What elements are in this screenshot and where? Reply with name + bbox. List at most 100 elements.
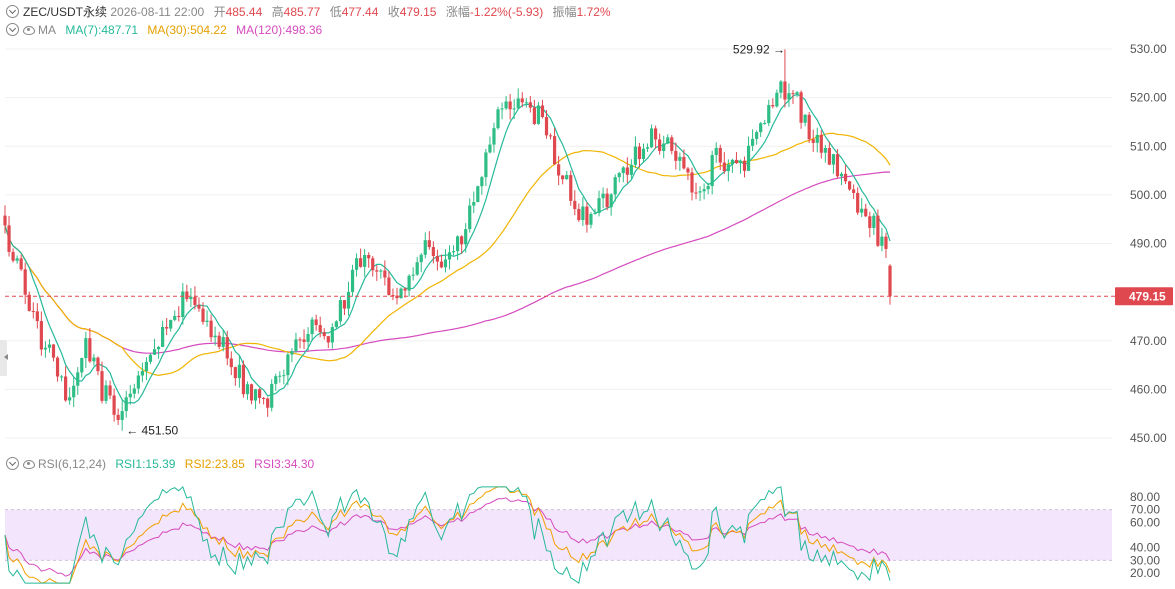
candle-body xyxy=(233,367,237,379)
rsi-tick-label: 80.00 xyxy=(1130,490,1160,504)
price-tick-label: 500.00 xyxy=(1130,188,1167,202)
candle-body xyxy=(286,354,290,376)
candle-body xyxy=(577,209,581,221)
candle-body xyxy=(751,138,755,146)
candle-body xyxy=(694,192,698,194)
panel-collapse-handle[interactable] xyxy=(0,340,8,376)
candle-body xyxy=(294,339,298,352)
candle-body xyxy=(856,192,860,213)
candle-body xyxy=(19,258,23,270)
candle-body xyxy=(609,194,613,208)
ticker-header: ZEC/USDT永续 2026-08-11 22:00 开485.44 高485… xyxy=(6,4,611,20)
candle-body xyxy=(460,236,464,245)
candle-body xyxy=(726,164,730,172)
candle-body xyxy=(59,376,64,378)
candle-body xyxy=(209,320,213,338)
candle-body xyxy=(484,152,488,178)
candle-body xyxy=(649,128,654,148)
candle-body xyxy=(807,114,811,140)
candle-body xyxy=(148,354,153,362)
candle-body xyxy=(702,189,706,192)
candle-body xyxy=(791,93,795,95)
candle-body xyxy=(488,144,492,153)
candle-body xyxy=(852,189,856,193)
candle-body xyxy=(338,300,343,322)
symbol-label: ZEC/USDT永续 xyxy=(23,5,108,19)
candle-body xyxy=(524,102,528,104)
datetime-label: 2026-08-11 22:00 xyxy=(110,5,205,19)
candle-body xyxy=(245,384,250,395)
price-tick-label: 470.00 xyxy=(1130,334,1167,348)
candle-body xyxy=(605,193,609,208)
candle-body xyxy=(476,186,480,203)
last-price-tag xyxy=(1115,287,1173,306)
candle-body xyxy=(407,275,411,291)
candle-body xyxy=(47,344,52,348)
price-grid xyxy=(5,48,1112,439)
candle-body xyxy=(423,240,427,255)
candle-body xyxy=(31,311,35,313)
candle-body xyxy=(690,172,694,193)
candle-body xyxy=(625,167,629,175)
candle-body xyxy=(468,205,472,230)
candle-body xyxy=(100,371,104,401)
price-tick-label: 520.00 xyxy=(1130,91,1167,105)
rsi-tick-label: 70.00 xyxy=(1130,503,1160,517)
candle-body xyxy=(363,254,367,267)
candle-body xyxy=(136,375,140,389)
candle-body xyxy=(456,236,460,252)
candle-body xyxy=(662,143,666,152)
ma-title: MA xyxy=(38,23,56,37)
candle-body xyxy=(706,186,710,190)
candle-body xyxy=(128,393,132,398)
candle-body xyxy=(419,254,423,263)
low-annotation: ← 451.50 xyxy=(126,424,178,438)
ma-visibility-icon[interactable] xyxy=(23,26,35,35)
candle-body xyxy=(447,252,452,260)
candle-body xyxy=(383,270,387,278)
candle-body xyxy=(451,251,456,253)
candle-body xyxy=(266,398,270,408)
candle-body xyxy=(298,339,302,341)
candle-body xyxy=(144,361,149,372)
candle-body xyxy=(274,376,278,384)
candle-body xyxy=(682,156,686,169)
candle-body xyxy=(435,256,439,262)
candle-body xyxy=(120,411,124,420)
candle-body xyxy=(872,215,876,228)
candle-body xyxy=(371,258,375,271)
candle-body xyxy=(621,167,625,174)
candle-body xyxy=(868,216,872,228)
candle-body xyxy=(593,213,597,215)
rsi-collapse-chevron-icon[interactable] xyxy=(6,457,19,470)
candle-body xyxy=(173,315,177,320)
candle-body xyxy=(169,319,173,329)
candle-body xyxy=(783,81,787,100)
candle-body xyxy=(835,154,840,177)
candle-body xyxy=(811,139,815,143)
candle-body xyxy=(161,327,165,347)
candle-body xyxy=(165,327,169,329)
rsi-visibility-icon[interactable] xyxy=(23,460,35,469)
candle-body xyxy=(544,117,549,136)
low-value: 477.44 xyxy=(341,5,379,19)
candle-body xyxy=(548,135,553,137)
candle-body xyxy=(249,384,254,401)
open-label: 开 xyxy=(213,5,226,19)
rsi2-legend: RSI2:23.85 xyxy=(184,457,245,471)
candle-body xyxy=(742,160,747,171)
candle-body xyxy=(72,385,76,398)
ma7-line xyxy=(4,93,891,405)
ma7-legend: MA(7):487.71 xyxy=(65,23,139,37)
price-tick-label: 490.00 xyxy=(1130,237,1167,251)
open-value: 485.44 xyxy=(225,5,263,19)
change-label: 涨幅 xyxy=(445,5,470,19)
candle-body xyxy=(213,335,217,338)
candle-body xyxy=(11,251,15,261)
candle-body xyxy=(819,134,823,153)
collapse-chevron-icon[interactable] xyxy=(6,5,19,18)
ma-collapse-chevron-icon[interactable] xyxy=(6,23,19,36)
candle-body xyxy=(528,102,532,108)
candle-body xyxy=(51,344,56,358)
